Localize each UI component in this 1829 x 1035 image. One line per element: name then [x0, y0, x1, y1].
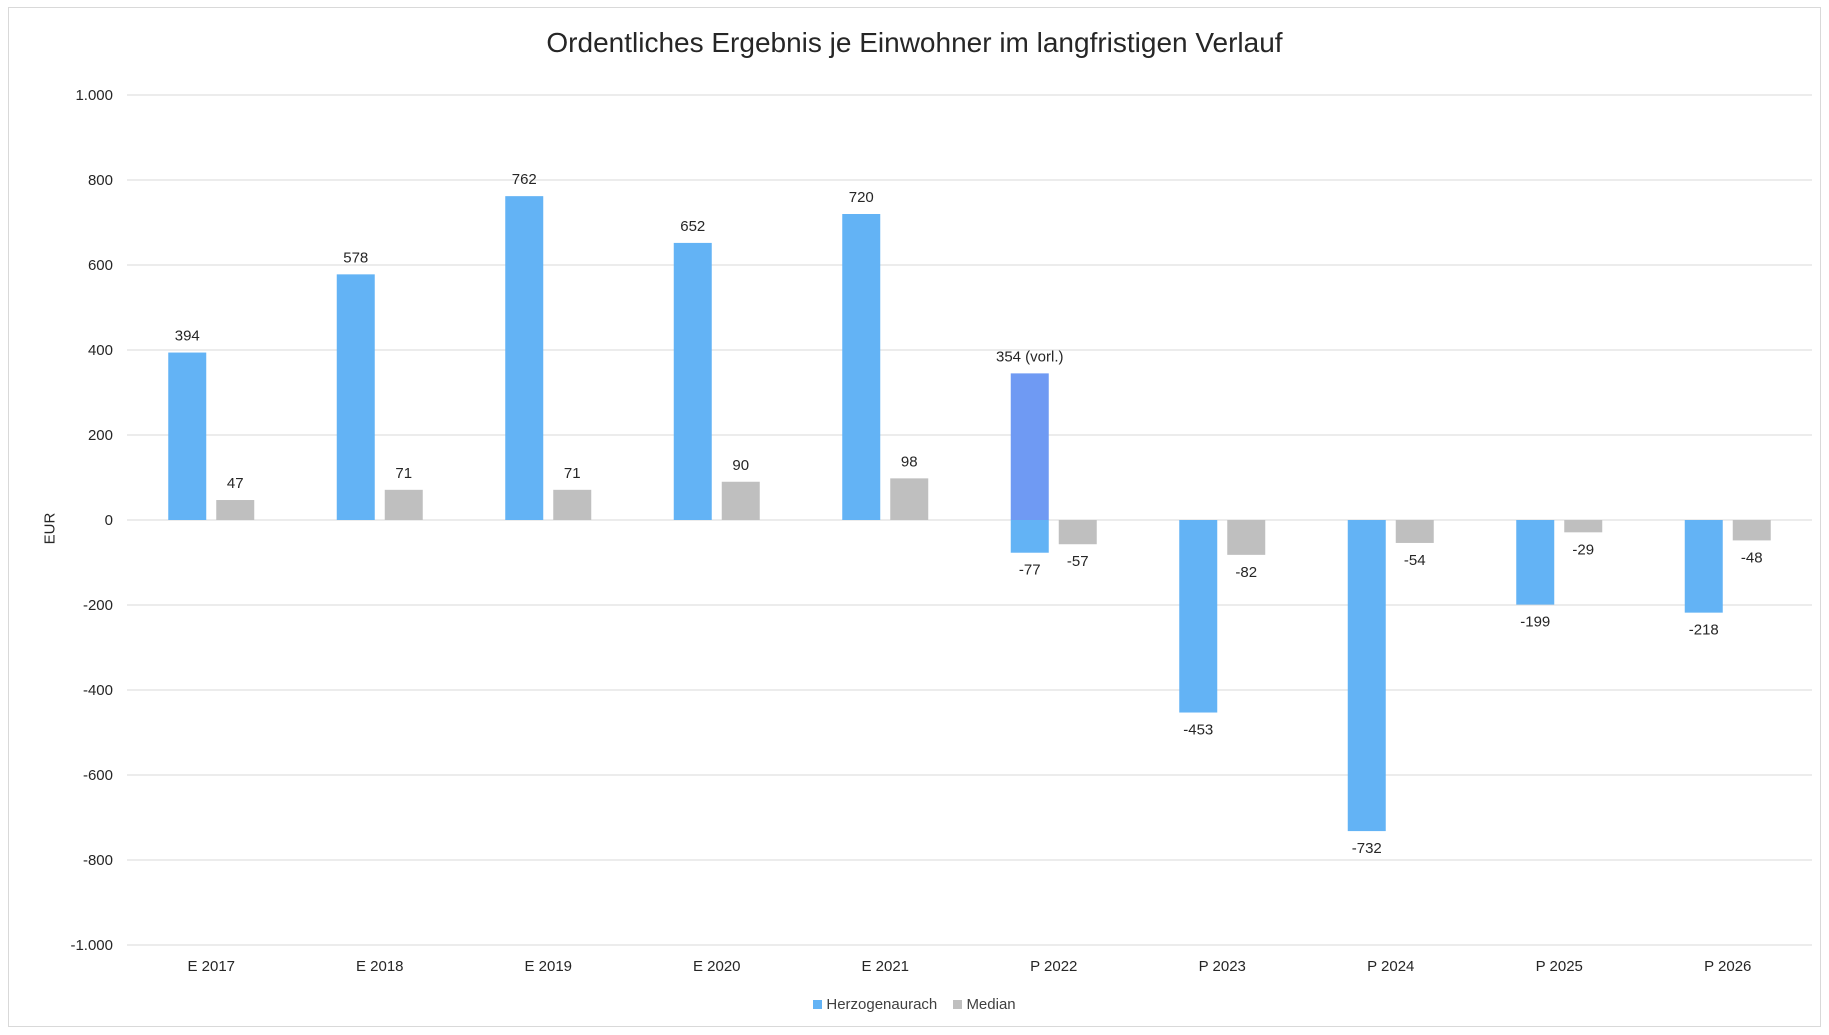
x-tick-label: P 2025	[1536, 958, 1583, 975]
data-label-herzogenaurach: 720	[849, 189, 874, 206]
bar-herzogenaurach	[336, 274, 375, 520]
bar-median	[1564, 520, 1603, 533]
data-label-median: -82	[1235, 564, 1257, 581]
data-label-herzogenaurach: -453	[1183, 722, 1213, 739]
y-tick-label: -800	[83, 852, 113, 869]
x-tick-label: P 2023	[1199, 958, 1246, 975]
bar-median	[384, 489, 423, 520]
data-label-herzogenaurach: 762	[512, 171, 537, 188]
data-label-herzogenaurach: -77	[1019, 562, 1041, 579]
data-label-herzogenaurach: 652	[680, 218, 705, 235]
y-tick-label: 0	[105, 512, 113, 529]
data-label-median: 71	[395, 465, 412, 482]
y-tick-label: 400	[88, 342, 113, 359]
legend-label-median: Median	[966, 996, 1016, 1013]
bar-herzogenaurach	[1010, 520, 1049, 553]
bar-median	[1395, 520, 1434, 543]
bar-median	[216, 500, 255, 520]
y-tick-label: 600	[88, 257, 113, 274]
x-tick-label: P 2024	[1367, 958, 1414, 975]
data-label-herzogenaurach: -732	[1352, 840, 1382, 857]
bar-median	[553, 489, 592, 520]
bar-herzogenaurach	[168, 352, 207, 520]
bar-herzogenaurach	[1516, 520, 1555, 605]
x-tick-label: P 2026	[1704, 958, 1751, 975]
legend-label-herzogenaurach: Herzogenaurach	[826, 996, 938, 1013]
data-label-median: 71	[564, 465, 581, 482]
data-label-median: 90	[732, 457, 749, 474]
bar-median	[721, 481, 760, 520]
y-tick-label: 200	[88, 427, 113, 444]
bar-herzogenaurach	[505, 196, 544, 520]
y-tick-label: -200	[83, 597, 113, 614]
y-tick-label: -400	[83, 682, 113, 699]
x-tick-label: E 2017	[187, 958, 235, 975]
data-label-median: -29	[1572, 541, 1594, 558]
legend-item-median: Median	[953, 996, 1016, 1013]
y-tick-label: -600	[83, 767, 113, 784]
data-label-herzogenaurach: -199	[1520, 614, 1550, 631]
legend: Herzogenaurach Median	[0, 996, 1829, 1013]
x-tick-label: E 2018	[356, 958, 404, 975]
x-tick-label: P 2022	[1030, 958, 1077, 975]
x-tick-label: E 2019	[524, 958, 572, 975]
y-tick-label: 800	[88, 172, 113, 189]
data-label-herzogenaurach: 394	[175, 328, 200, 345]
y-tick-label: 1.000	[75, 87, 113, 104]
x-tick-label: E 2020	[693, 958, 741, 975]
bar-median	[1058, 520, 1097, 545]
data-label-herzogenaurach: -218	[1689, 622, 1719, 639]
bar-herzogenaurach	[1684, 520, 1723, 613]
data-label-herzogenaurach: 578	[343, 249, 368, 266]
bar-herzogenaurach	[1347, 520, 1386, 832]
bar-herzogenaurach	[1179, 520, 1218, 713]
bar-herzogenaurach-preliminary	[1010, 373, 1049, 520]
legend-swatch-median	[953, 1000, 963, 1009]
x-tick-label: E 2021	[861, 958, 909, 975]
data-label-median: -48	[1741, 549, 1763, 566]
data-label-median: 47	[227, 475, 244, 492]
legend-swatch-herzogenaurach	[813, 1000, 823, 1009]
legend-item-herzogenaurach: Herzogenaurach	[813, 996, 937, 1013]
data-label-median: -57	[1067, 553, 1089, 570]
data-label-median: 98	[901, 453, 918, 470]
bar-median	[890, 478, 929, 520]
bar-herzogenaurach	[673, 242, 712, 520]
bar-median	[1227, 520, 1266, 555]
data-label-preliminary: 354 (vorl.)	[996, 348, 1064, 365]
data-label-median: -54	[1404, 552, 1426, 569]
bar-herzogenaurach	[842, 214, 881, 520]
bar-median	[1732, 520, 1771, 541]
y-tick-label: -1.000	[70, 937, 113, 954]
chart-title: Ordentliches Ergebnis je Einwohner im la…	[546, 27, 1283, 58]
